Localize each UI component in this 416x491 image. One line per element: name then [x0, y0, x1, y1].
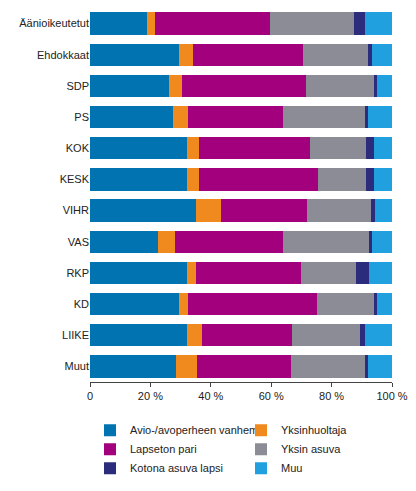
svg-text:KD: KD	[74, 298, 89, 310]
svg-text:Muut: Muut	[65, 360, 89, 372]
svg-text:VIHR: VIHR	[63, 204, 89, 216]
svg-text:Lapseton pari: Lapseton pari	[130, 443, 197, 455]
svg-text:Ehdokkaat: Ehdokkaat	[37, 49, 89, 61]
svg-text:KOK: KOK	[66, 142, 90, 154]
svg-text:60 %: 60 %	[259, 390, 284, 402]
svg-text:Yksinhuoltaja: Yksinhuoltaja	[281, 424, 347, 436]
svg-text:Avio-/avoperheen vanhempi: Avio-/avoperheen vanhempi	[130, 424, 267, 436]
svg-text:Kotona asuva lapsi: Kotona asuva lapsi	[130, 462, 223, 474]
svg-text:PS: PS	[74, 111, 89, 123]
svg-text:KESK: KESK	[60, 173, 90, 185]
svg-text:Äänioikeutetut: Äänioikeutetut	[19, 17, 89, 29]
svg-text:80 %: 80 %	[319, 390, 344, 402]
svg-text:20 %: 20 %	[138, 390, 163, 402]
svg-text:Yksin asuva: Yksin asuva	[281, 443, 341, 455]
svg-text:100 %: 100 %	[376, 390, 407, 402]
svg-text:RKP: RKP	[66, 267, 89, 279]
svg-text:0: 0	[87, 390, 93, 402]
svg-text:VAS: VAS	[68, 236, 89, 248]
svg-text:LIIKE: LIIKE	[62, 329, 89, 341]
svg-text:SDP: SDP	[66, 80, 89, 92]
svg-text:40 %: 40 %	[198, 390, 223, 402]
svg-text:Muu: Muu	[281, 462, 302, 474]
